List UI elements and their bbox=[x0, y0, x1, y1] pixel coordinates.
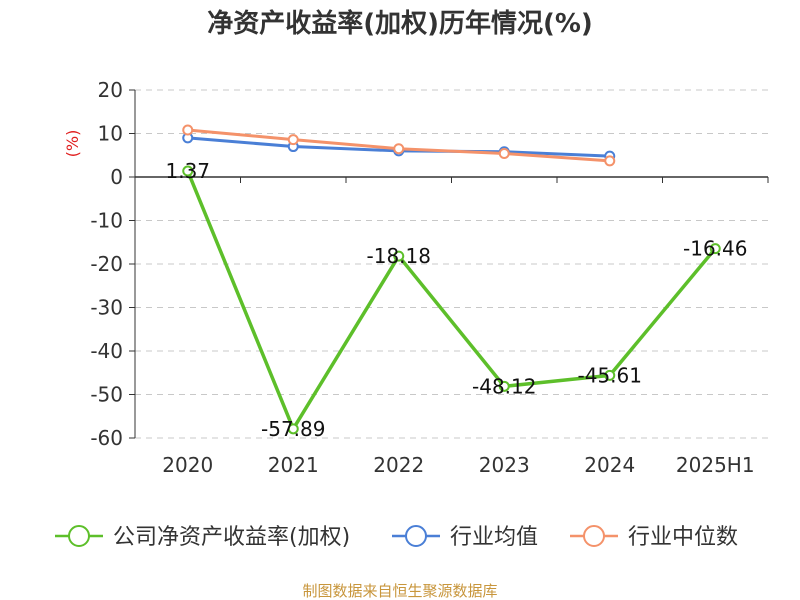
data-label: -18.18 bbox=[367, 244, 431, 268]
data-point bbox=[287, 134, 299, 146]
x-tick-label: 2025H1 bbox=[676, 453, 755, 477]
x-tick-label: 2021 bbox=[268, 453, 319, 477]
chart-title: 净资产收益率(加权)历年情况(%) bbox=[207, 8, 593, 39]
data-point bbox=[498, 148, 510, 160]
legend-swatch-marker bbox=[583, 525, 605, 547]
legend-item[interactable]: 行业均值 bbox=[392, 525, 538, 550]
data-point bbox=[287, 423, 299, 435]
x-tick-label: 2024 bbox=[584, 453, 635, 477]
series-line bbox=[186, 170, 717, 431]
legend-item[interactable]: 公司净资产收益率(加权) bbox=[55, 525, 350, 550]
data-point bbox=[604, 155, 616, 167]
data-label: -45.61 bbox=[578, 363, 642, 387]
y-tick-label: -20 bbox=[90, 252, 123, 276]
data-point bbox=[182, 124, 194, 136]
source-note: 制图数据来自恒生聚源数据库 bbox=[302, 582, 497, 600]
y-tick-label: -50 bbox=[90, 383, 123, 407]
y-tick-label: -30 bbox=[90, 296, 123, 320]
data-label: -57.89 bbox=[261, 417, 325, 441]
legend-item[interactable]: 行业中位数 bbox=[570, 525, 738, 550]
data-point bbox=[604, 369, 616, 381]
data-point bbox=[498, 380, 510, 392]
y-tick-label: -60 bbox=[90, 426, 123, 450]
data-labels: 1.37 -57.89 -18.18 -48.12 -45.61 -16.46 bbox=[165, 159, 747, 441]
data-point bbox=[393, 250, 405, 262]
data-point bbox=[182, 165, 194, 177]
x-tick-label: 2020 bbox=[162, 453, 213, 477]
data-label: -48.12 bbox=[472, 374, 536, 398]
legend-label: 行业中位数 bbox=[628, 525, 738, 550]
y-tick-label: -10 bbox=[90, 209, 123, 233]
y-tick-label: -40 bbox=[90, 339, 123, 363]
x-tick-label: 2022 bbox=[373, 453, 424, 477]
y-tick-label: 0 bbox=[110, 165, 123, 189]
y-tick-label: 10 bbox=[98, 122, 123, 146]
y-axis-label: (%) bbox=[63, 130, 82, 158]
legend-swatch-marker bbox=[68, 525, 90, 547]
legend-swatch-marker bbox=[405, 525, 427, 547]
data-label: 1.37 bbox=[165, 159, 210, 183]
data-point bbox=[393, 143, 405, 155]
axes: 20 10 0 -10 -20 -30 -40 -50 -60 2020 2021 2022 2023 2… bbox=[90, 78, 769, 477]
legend-label: 公司净资产收益率(加权) bbox=[113, 525, 350, 550]
legend[interactable]: 公司净资产收益率(加权) 行业均值 行业中位数 bbox=[55, 525, 738, 550]
data-point bbox=[709, 243, 721, 255]
x-tick-label: 2023 bbox=[479, 453, 530, 477]
y-tick-label: 20 bbox=[98, 78, 123, 102]
series-group bbox=[182, 124, 721, 435]
data-label: -16.46 bbox=[683, 237, 747, 261]
legend-label: 行业均值 bbox=[450, 525, 538, 550]
